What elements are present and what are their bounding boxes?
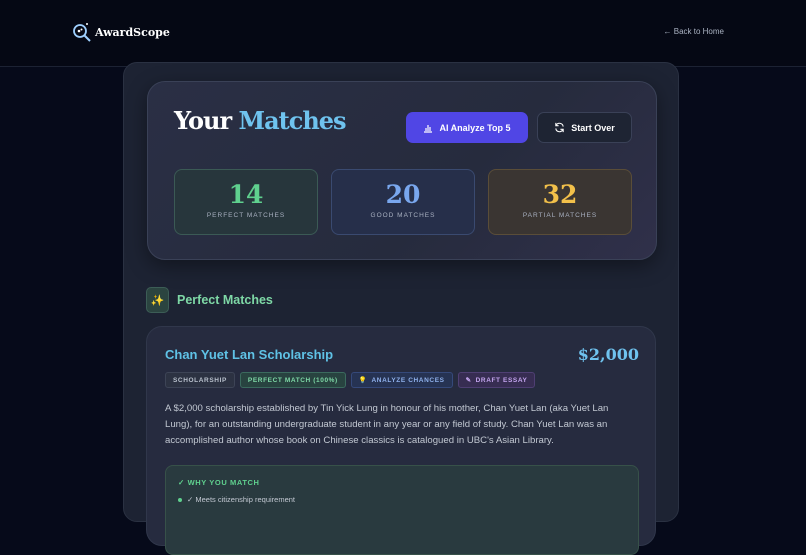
- scholarship-title[interactable]: Chan Yuet Lan Scholarship: [165, 347, 334, 362]
- perfect-matches-stat[interactable]: 14 PERFECT MATCHES: [174, 169, 318, 235]
- section-title: Perfect Matches: [177, 293, 273, 307]
- matches-hero: Your Matches AI Analyze Top 5 Start Over…: [147, 81, 657, 260]
- scholarship-description: A $2,000 scholarship established by Tin …: [165, 403, 609, 446]
- refresh-icon: [555, 122, 564, 133]
- why-item: ✓ Meets citizenship requirement: [178, 495, 295, 504]
- main-panel: Your Matches AI Analyze Top 5 Start Over…: [123, 62, 679, 555]
- ai-analyze-button[interactable]: AI Analyze Top 5: [406, 112, 528, 143]
- brand-name: AwardScope: [95, 25, 170, 39]
- type-badge: SCHOLARSHIP: [165, 372, 235, 388]
- section-header: ✨ Perfect Matches: [146, 287, 273, 313]
- draft-essay-button[interactable]: ✎ DRAFT ESSAY: [457, 372, 536, 388]
- back-to-home-link[interactable]: ← Back to Home: [663, 27, 724, 36]
- pencil-icon: ✎: [465, 377, 472, 384]
- match-badge: PERFECT MATCH (100%): [239, 372, 346, 388]
- analyze-chances-button[interactable]: 💡 ANALYZE CHANCES: [350, 372, 453, 388]
- sparkles-icon: ✨: [146, 287, 169, 313]
- start-over-button[interactable]: Start Over: [537, 112, 632, 143]
- why-you-match-box: ✓ WHY YOU MATCH ✓ Meets citizenship requ…: [165, 465, 639, 555]
- lightbulb-icon: 💡: [358, 377, 368, 384]
- why-title: ✓ WHY YOU MATCH: [178, 478, 260, 487]
- bar-chart-icon: [424, 124, 433, 133]
- top-nav: AwardScope ← Back to Home: [0, 0, 806, 67]
- logo[interactable]: AwardScope: [72, 22, 170, 42]
- magnifier-logo-icon: [73, 23, 91, 42]
- partial-matches-stat[interactable]: 32 PARTIAL MATCHES: [488, 169, 632, 235]
- scholarship-card: Chan Yuet Lan Scholarship $2,000 SCHOLAR…: [146, 326, 656, 555]
- check-icon: ✓: [178, 478, 188, 487]
- page-title: Your Matches: [174, 106, 347, 135]
- scholarship-amount: $2,000: [577, 345, 639, 364]
- good-matches-stat[interactable]: 20 GOOD MATCHES: [331, 169, 475, 235]
- bullet-icon: [178, 498, 182, 503]
